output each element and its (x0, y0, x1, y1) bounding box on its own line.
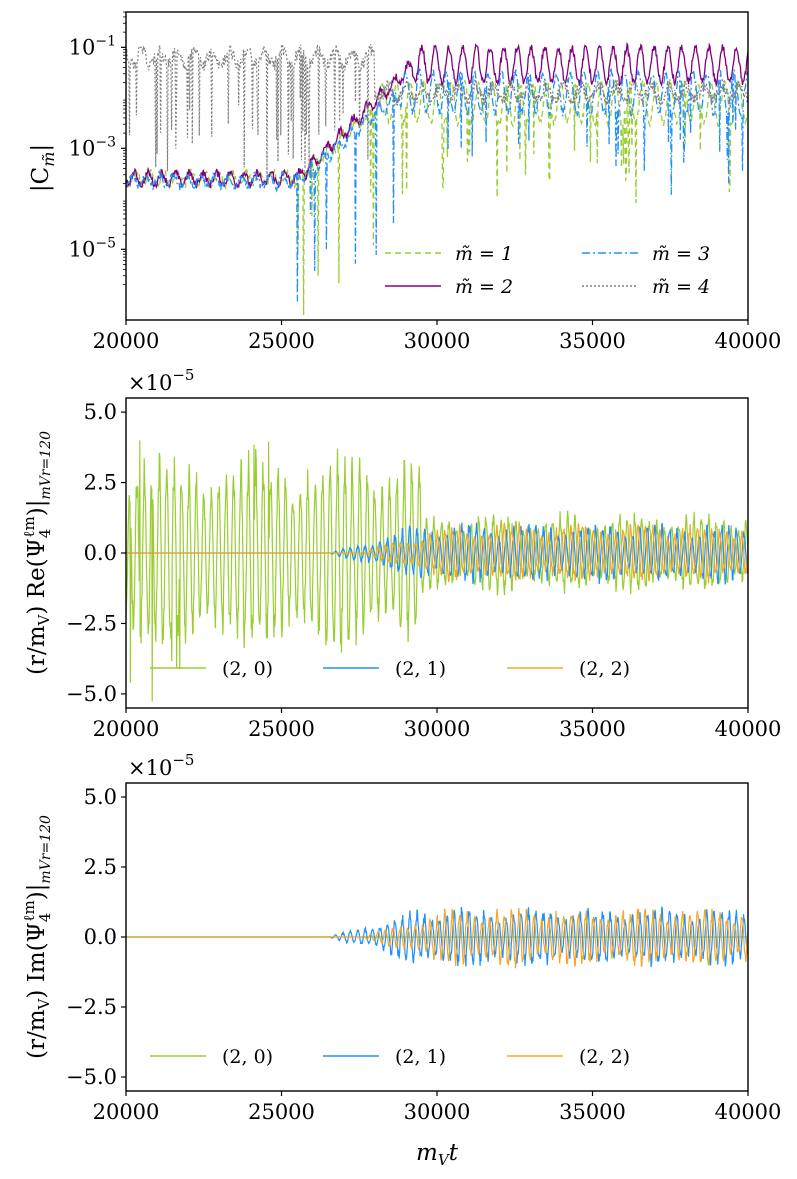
legend-label-20: (2, 0) (222, 658, 273, 680)
y-tick-label: 5.0 (84, 400, 117, 424)
xl-m: m (416, 1140, 438, 1166)
scale-exp: −5 (172, 366, 194, 384)
legend-label-22: (2, 2) (579, 1046, 630, 1068)
ylabel-close: | (28, 144, 54, 152)
legend-label-m1: m̃ = 1 (455, 243, 513, 265)
y-tick-label: −2.5 (66, 995, 117, 1019)
panel-bottom-ylabel: (r/mV) Im(Ψ4ℓm)|mVr=120 (20, 815, 54, 1059)
y-tick-exp: −5 (95, 235, 116, 251)
panel-bottom-scale: ×10−5 (128, 751, 194, 780)
panel-top-frame (125, 11, 749, 321)
scale-base: ×10 (128, 371, 172, 395)
legend-label-21: (2, 1) (395, 1046, 446, 1068)
legend-label-20: (2, 0) (222, 1046, 273, 1068)
x-tick-label: 20000 (93, 717, 160, 741)
y-tick-exp: −3 (95, 134, 116, 150)
y-tick-base: 10 (69, 35, 96, 59)
x-tick-label: 20000 (93, 1100, 160, 1124)
yl-sub: mVr=120 (38, 431, 54, 500)
panel-top-ylabel: |Cm̃| (28, 144, 58, 192)
x-tick-label: 25000 (248, 1100, 315, 1124)
yl-pre: (r/m (24, 625, 50, 675)
y-tick-label: 10−5 (69, 235, 116, 261)
x-tick-label: 25000 (248, 329, 315, 353)
y-tick-label: 0.0 (84, 541, 117, 565)
yl-lm: ℓm (20, 900, 38, 921)
y-tick-label: −5.0 (66, 1065, 117, 1089)
yl-four: 4 (36, 913, 54, 923)
panel-middle-legend: (2, 0) (2, 1) (2, 2) (150, 658, 630, 680)
xl-t: t (449, 1140, 459, 1166)
x-tick-label: 40000 (715, 329, 782, 353)
ylabel-main: |C (28, 167, 54, 192)
x-tick-label: 25000 (248, 717, 315, 741)
x-tick-label: 20000 (93, 329, 160, 353)
y-tick-label: −5.0 (66, 682, 117, 706)
series-line-m4 (125, 42, 749, 179)
x-tick-label: 35000 (559, 1100, 626, 1124)
legend-label-m4: m̃ = 4 (652, 276, 710, 298)
y-tick-label: 0.0 (84, 925, 117, 949)
panel-bottom-legend: (2, 0) (2, 1) (2, 2) (150, 1046, 630, 1068)
y-tick-label: 10−3 (69, 134, 116, 160)
yl-mid: ) Re(Ψ (24, 538, 50, 614)
yl-post: )| (24, 500, 50, 517)
y-tick-label: 10−1 (69, 33, 116, 59)
y-tick-label: −2.5 (66, 611, 117, 635)
yl-sub: mVr=120 (38, 815, 54, 884)
panel-bottom-ticks: 20000 25000 30000 35000 40000 5.0 2.5 0.0 −2.5 −5… (66, 785, 781, 1124)
series-line-m2 (125, 41, 749, 190)
x-tick-label: 40000 (715, 717, 782, 741)
panel-bottom-series (126, 905, 749, 969)
yl-v: V (35, 613, 53, 626)
x-tick-label: 30000 (404, 717, 471, 741)
y-tick-label: 2.5 (84, 471, 117, 495)
panel-middle-scale: ×10−5 (128, 366, 194, 395)
panel-middle-ylabel: (r/mV) Re(Ψ4ℓm)|mVr=120 (20, 431, 54, 675)
legend-label-m2: m̃ = 2 (455, 276, 513, 298)
yl-post: )| (24, 884, 50, 901)
scale-base: ×10 (128, 756, 172, 780)
scale-exp: −5 (172, 751, 194, 769)
y-tick-label: 5.0 (84, 785, 117, 809)
ylabel-sub: m̃ (39, 152, 58, 167)
panel-middle-series (125, 440, 749, 702)
x-tick-label: 30000 (404, 1100, 471, 1124)
x-tick-label: 35000 (559, 717, 626, 741)
series-line-22 (126, 907, 749, 969)
panel-bottom-xlabel: mVt (416, 1140, 459, 1169)
yl-lm: ℓm (20, 516, 38, 537)
y-tick-label: 2.5 (84, 855, 117, 879)
series-line-m1 (125, 77, 749, 316)
series-line-m3 (125, 67, 749, 302)
yl-mid: ) Im(Ψ (24, 922, 50, 998)
legend-label-22: (2, 2) (579, 658, 630, 680)
xl-v: V (438, 1151, 451, 1169)
panel-middle: 20000 25000 30000 35000 40000 5.0 2.5 0.0 −2.5 −5… (20, 366, 781, 741)
panel-middle-ticks: 20000 25000 30000 35000 40000 5.0 2.5 0.0 −2.5 −5… (66, 400, 781, 741)
x-tick-label: 35000 (559, 329, 626, 353)
legend-label-m3: m̃ = 3 (652, 243, 710, 265)
yl-four: 4 (36, 529, 54, 539)
x-tick-label: 40000 (715, 1100, 782, 1124)
y-tick-base: 10 (69, 237, 96, 261)
legend-label-21: (2, 1) (395, 658, 446, 680)
yl-pre: (r/m (24, 1009, 50, 1059)
panel-bottom: 20000 25000 30000 35000 40000 5.0 2.5 0.0 −2.5 −5… (20, 751, 781, 1169)
panel-top-legend: m̃ = 1 m̃ = 2 m̃ = 3 m̃ = 4 (385, 243, 710, 298)
series-line-22 (126, 521, 749, 584)
yl-v: V (35, 997, 53, 1010)
y-tick-base: 10 (69, 136, 96, 160)
y-tick-exp: −1 (95, 33, 116, 49)
x-tick-label: 30000 (404, 329, 471, 353)
panel-top-series (125, 41, 749, 316)
